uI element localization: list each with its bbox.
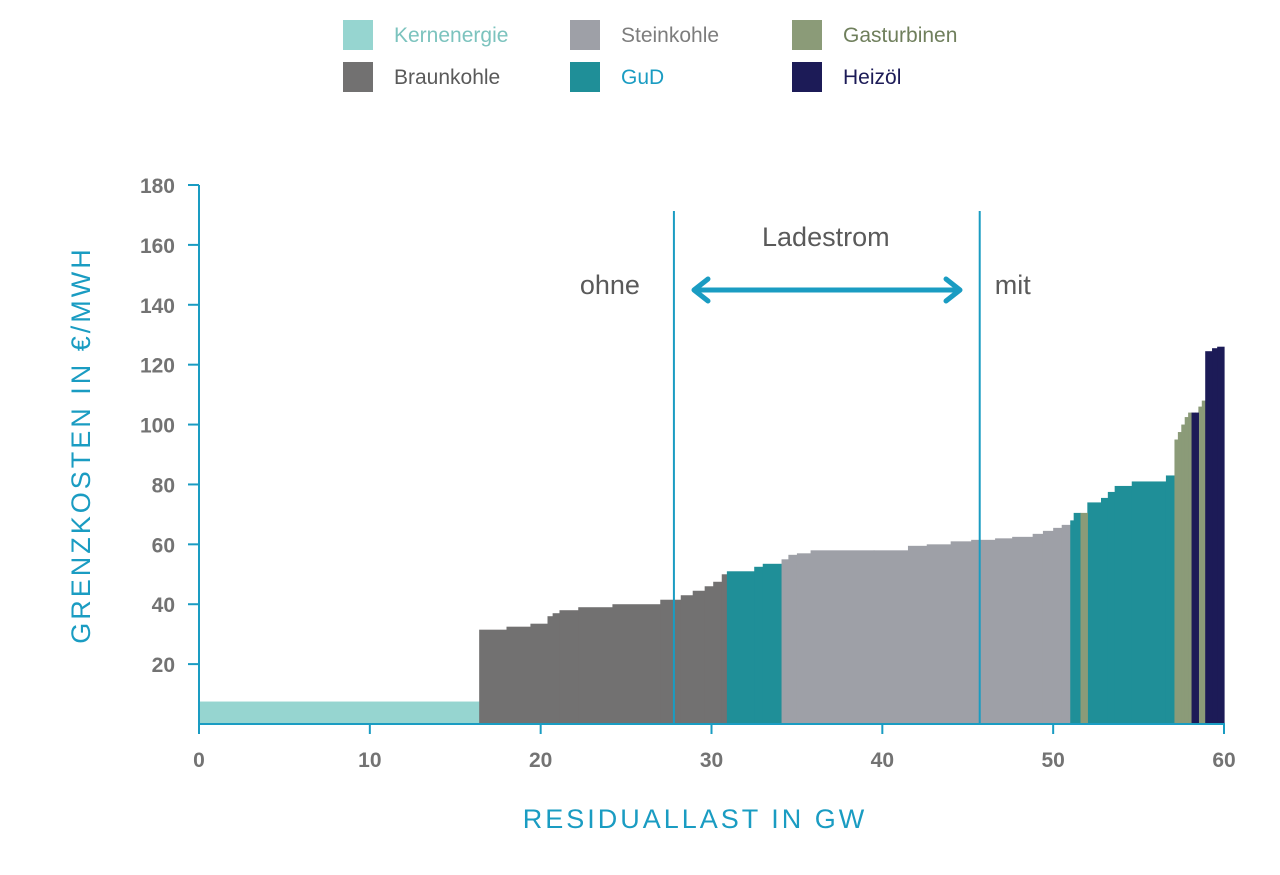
step-gasturbinen-5-5 — [1188, 412, 1193, 724]
step-heiz-l-6-4 — [1217, 346, 1225, 724]
x-tick-label: 0 — [193, 749, 205, 772]
y-tick-label: 60 — [152, 534, 175, 557]
y-tick-label: 40 — [152, 594, 175, 617]
step-steinkohle-3-7 — [950, 541, 972, 724]
step-gud-4-7 — [1165, 475, 1176, 724]
step-steinkohle-3-9 — [995, 538, 1013, 724]
step-steinkohle-3-14 — [1061, 524, 1071, 724]
legend-swatch-gasturbinen — [792, 20, 822, 50]
step-gasturbinen-5-4 — [1184, 417, 1189, 724]
step-gud-4-4 — [1107, 491, 1116, 724]
step-braunkohle-1-5 — [559, 610, 579, 724]
legend-swatch-gud — [570, 62, 600, 92]
x-axis-title: RESIDUALLAST IN GW — [523, 804, 868, 834]
x-tick-label: 60 — [1212, 749, 1235, 772]
legend-swatch-heiz-l — [792, 62, 822, 92]
legend-swatch-steinkohle — [570, 20, 600, 50]
step-braunkohle-1-10 — [692, 590, 706, 724]
legend-label-heiz-l: Heizöl — [843, 66, 901, 89]
arrow-head-right-icon — [943, 276, 963, 304]
step-gasturbinen-5-3 — [1181, 424, 1186, 724]
step-braunkohle-1-8 — [660, 599, 682, 724]
label-ladestrom: Ladestrom — [762, 222, 890, 252]
step-braunkohle-1-12 — [713, 581, 723, 724]
legend-label-kernenergie: Kernenergie — [394, 24, 508, 47]
legend: Kernenergie Steinkohle Gasturbinen Braunkoh… — [343, 20, 957, 92]
legend-swatch-braunkohle — [343, 62, 373, 92]
legend-label-steinkohle: Steinkohle — [621, 24, 719, 47]
y-tick-label: 120 — [140, 355, 175, 378]
step-steinkohle-3-8 — [971, 539, 996, 724]
step-braunkohle-1-6 — [578, 607, 614, 724]
y-tick-label: 20 — [152, 654, 175, 677]
step-braunkohle-1-3 — [547, 616, 554, 724]
step-gud-4-6 — [1131, 481, 1167, 724]
step-steinkohle-3-13 — [1053, 527, 1063, 724]
step-braunkohle-1-2 — [530, 623, 549, 724]
step-braunkohle-1-11 — [704, 586, 714, 724]
step-gud-4-5 — [1114, 485, 1133, 724]
step-steinkohle-3-1 — [788, 554, 798, 724]
y-tick-label: 80 — [152, 474, 175, 497]
step-kernenergie-0-0 — [199, 701, 480, 724]
legend-swatch-kernenergie — [343, 20, 373, 50]
step-braunkohle-1-13 — [721, 574, 728, 724]
step-steinkohle-3-6 — [926, 544, 952, 724]
legend-label-braunkohle: Braunkohle — [394, 66, 500, 89]
x-tick-label: 50 — [1041, 749, 1064, 772]
step-gasturbinen-5-7 — [1201, 400, 1206, 724]
step-braunkohle-1-4 — [552, 613, 561, 724]
label-mit: mit — [995, 270, 1031, 300]
y-axis-title: GRENZKOSTEN IN €/MWH — [66, 246, 96, 644]
step-braunkohle-1-1 — [506, 626, 532, 724]
step-gasturbinen-5-1 — [1174, 439, 1179, 724]
step-gud-4-3 — [1101, 497, 1109, 724]
step-braunkohle-1-9 — [680, 595, 694, 724]
step-steinkohle-3-10 — [1012, 536, 1034, 724]
x-tick-label: 10 — [358, 749, 381, 772]
x-tick-label: 20 — [529, 749, 552, 772]
step-heiz-l-6-3 — [1212, 348, 1218, 724]
step-braunkohle-1-0 — [479, 629, 508, 724]
step-steinkohle-3-5 — [907, 545, 928, 724]
merit-order-steps — [199, 346, 1225, 724]
step-steinkohle-3-3 — [810, 550, 875, 724]
step-heiz-l-6-2 — [1205, 351, 1213, 724]
step-gud-2-0 — [726, 571, 755, 724]
step-gud-2-2 — [762, 563, 783, 724]
step-gasturbinen-5-2 — [1177, 432, 1182, 724]
axes: 20 40 60 80 100 120 140 160 180 0 10 20 30 40 50 60 — [140, 175, 1236, 772]
step-steinkohle-3-2 — [796, 553, 812, 724]
legend-label-gud: GuD — [621, 66, 664, 89]
y-tick-label: 180 — [140, 175, 175, 198]
step-gasturbinen-5-0 — [1080, 512, 1088, 724]
step-gasturbinen-5-6 — [1198, 406, 1203, 724]
y-tick-label: 140 — [140, 295, 175, 318]
step-gud-4-1 — [1073, 512, 1082, 724]
y-tick-label: 160 — [140, 235, 175, 258]
arrow-head-left-icon — [691, 276, 711, 304]
legend-label-gasturbinen: Gasturbinen — [843, 24, 957, 47]
step-steinkohle-3-0 — [781, 559, 789, 724]
step-gud-4-0 — [1070, 520, 1075, 724]
step-heiz-l-6-1 — [1194, 412, 1199, 724]
step-braunkohle-1-7 — [612, 604, 661, 724]
step-gud-2-1 — [754, 566, 764, 724]
annotations: ohne mit Ladestrom — [580, 211, 1031, 724]
step-steinkohle-3-12 — [1042, 530, 1054, 724]
step-steinkohle-3-4 — [873, 550, 909, 724]
y-tick-label: 100 — [140, 415, 175, 438]
step-heiz-l-6-0 — [1191, 412, 1196, 724]
step-steinkohle-3-11 — [1032, 533, 1044, 724]
x-tick-label: 30 — [700, 749, 723, 772]
label-ohne: ohne — [580, 270, 640, 300]
step-gud-4-2 — [1087, 502, 1102, 724]
x-tick-label: 40 — [871, 749, 894, 772]
